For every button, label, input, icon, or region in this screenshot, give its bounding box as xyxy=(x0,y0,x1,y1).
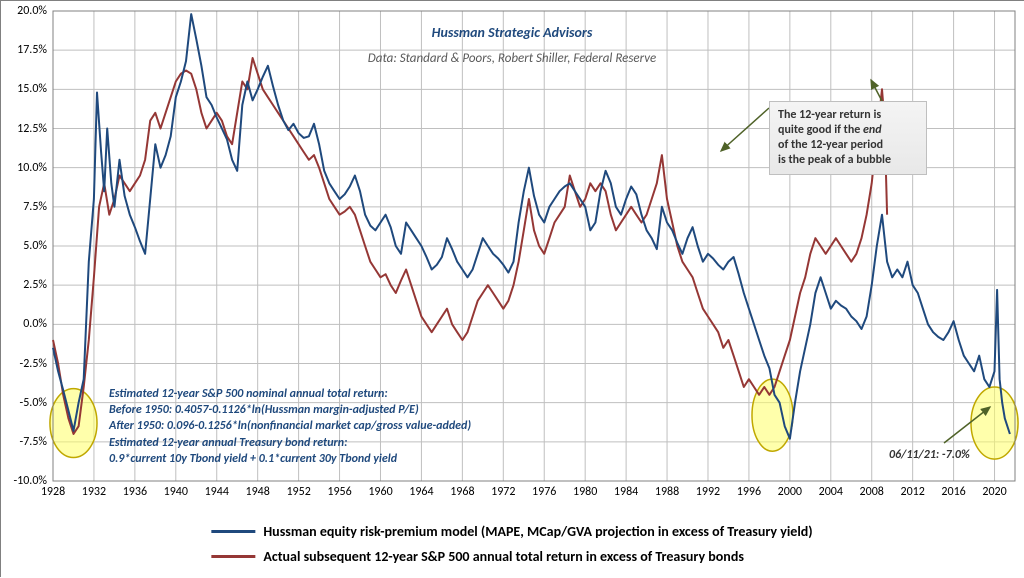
y-tick-label: 5.0% xyxy=(5,239,47,253)
bubble-callout: The 12-year return isquite good if the e… xyxy=(769,101,927,175)
y-tick-label: 0.0% xyxy=(5,317,47,331)
x-tick-label: 2012 xyxy=(900,485,924,499)
x-tick-label: 2000 xyxy=(778,485,802,499)
x-tick-label: 1948 xyxy=(246,485,270,499)
x-tick-label: 1956 xyxy=(327,485,351,499)
x-tick-label: 1968 xyxy=(450,485,474,499)
x-tick-label: 1992 xyxy=(696,485,720,499)
x-tick-label: 1940 xyxy=(164,485,188,499)
x-tick-label: 1988 xyxy=(655,485,679,499)
x-tick-label: 1936 xyxy=(123,485,147,499)
x-tick-label: 2016 xyxy=(941,485,965,499)
x-tick-label: 1980 xyxy=(573,485,597,499)
y-tick-label: 12.5% xyxy=(5,122,47,136)
y-tick-label: -7.5% xyxy=(5,435,47,449)
y-tick-label: -2.5% xyxy=(5,357,47,371)
x-tick-label: 1976 xyxy=(532,485,556,499)
legend: Hussman equity risk-premium model (MAPE,… xyxy=(211,523,812,565)
x-tick-label: 1944 xyxy=(205,485,229,499)
x-tick-label: 2008 xyxy=(860,485,884,499)
x-tick-label: 2020 xyxy=(982,485,1006,499)
data-source: Data: Standard & Poors, Robert Shiller, … xyxy=(368,51,656,66)
x-tick-label: 1964 xyxy=(409,485,433,499)
formula-note: Estimated 12-year S&P 500 nominal annual… xyxy=(109,386,471,467)
x-tick-label: 1932 xyxy=(82,485,106,499)
y-tick-label: 20.0% xyxy=(5,4,47,18)
legend-item: Actual subsequent 12-year S&P 500 annual… xyxy=(211,548,744,565)
x-tick-label: 1996 xyxy=(737,485,761,499)
y-tick-label: 2.5% xyxy=(5,278,47,292)
x-tick-label: 1952 xyxy=(286,485,310,499)
legend-label: Hussman equity risk-premium model (MAPE,… xyxy=(263,523,812,540)
x-tick-label: 1972 xyxy=(491,485,515,499)
date-annotation: 06/11/21: -7.0% xyxy=(889,448,970,462)
y-tick-label: 7.5% xyxy=(5,200,47,214)
legend-swatch xyxy=(211,555,255,558)
legend-swatch xyxy=(211,530,255,533)
x-tick-label: 2004 xyxy=(819,485,843,499)
chart-title: Hussman Strategic Advisors xyxy=(432,24,593,41)
x-tick-label: 1928 xyxy=(41,485,65,499)
y-tick-label: 15.0% xyxy=(5,82,47,96)
x-tick-label: 1960 xyxy=(368,485,392,499)
legend-item: Hussman equity risk-premium model (MAPE,… xyxy=(211,523,812,540)
x-tick-label: 1984 xyxy=(614,485,638,499)
y-tick-label: 10.0% xyxy=(5,161,47,175)
y-tick-label: -5.0% xyxy=(5,396,47,410)
y-tick-label: 17.5% xyxy=(5,43,47,57)
legend-label: Actual subsequent 12-year S&P 500 annual… xyxy=(263,548,744,565)
